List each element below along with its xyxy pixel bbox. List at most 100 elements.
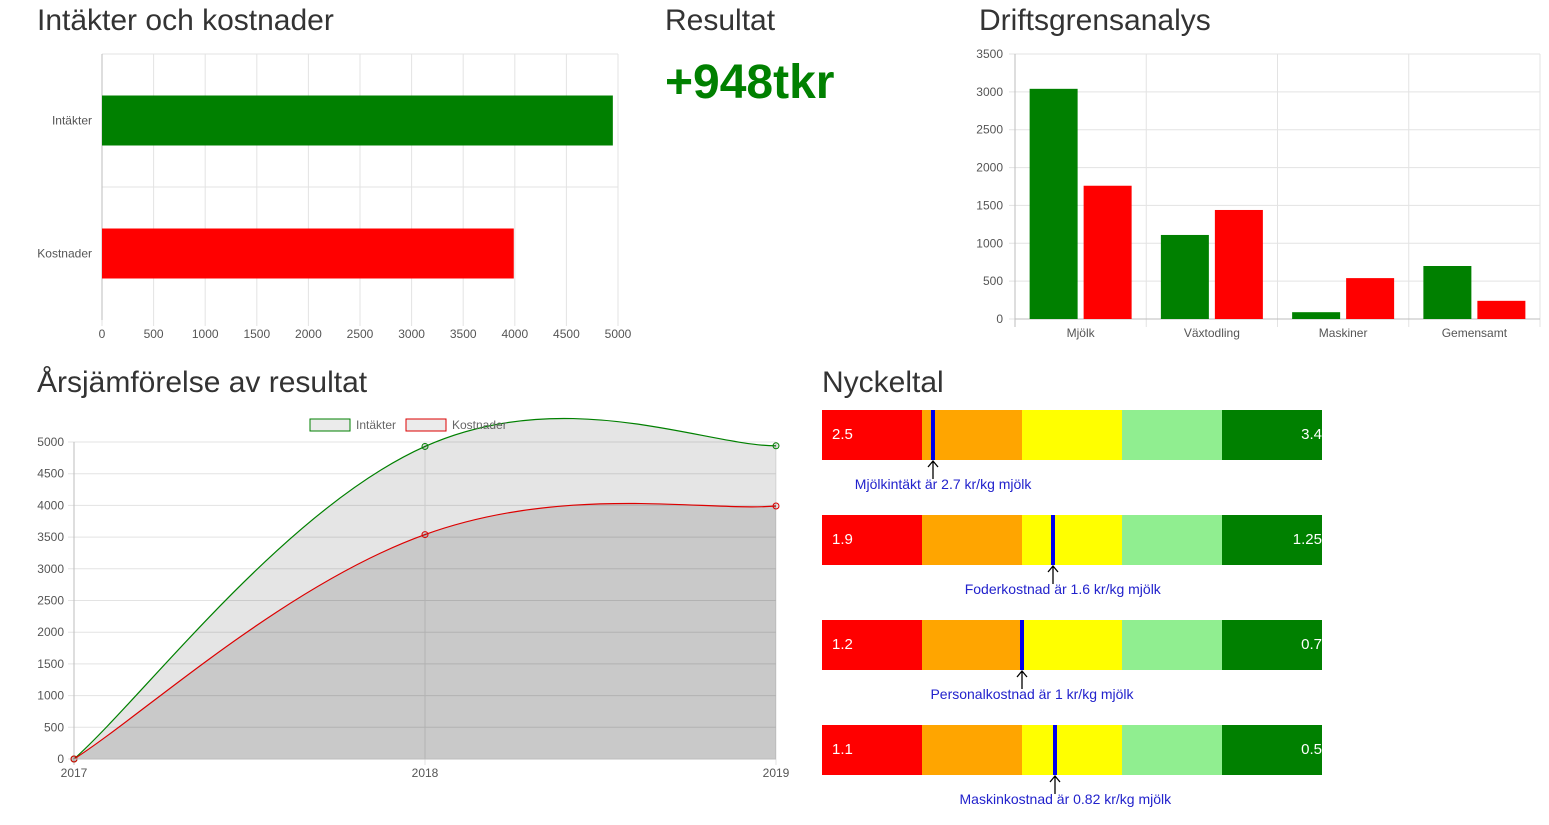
line-kostnader [73,502,777,760]
y-tick-label: 1500 [37,657,64,671]
gauge-label: Foderkostnad är 1.6 kr/kg mjölk [964,581,1161,597]
driftsgren-chart: 0 500 1000 1500 2000 2500 3000 3500 Mjölk Växtodl… [976,47,1541,340]
y-tick-label: Intäkter [52,114,92,128]
bar-gemensamt-kostnader [1477,300,1526,319]
x-tick-label: 3500 [450,327,477,341]
key-figures-heading: Nyckeltal [822,366,944,399]
x-tick-label: 3000 [398,327,425,341]
y-tick-label: 0 [57,752,64,766]
gauge-segment [1222,515,1322,565]
point-kostnader [772,502,780,510]
arrow-up-icon [1016,669,1028,689]
income-costs-heading: Intäkter och kostnader [37,4,334,37]
gauge-segment [922,620,1022,670]
x-tick-label: Gemensamt [1442,326,1508,340]
point-intäkter [772,442,780,450]
gauge-marker [1020,620,1024,670]
bar-växtodling-intäkter [1160,234,1209,319]
gauge-segment [822,620,922,670]
y-tick-label: 3500 [976,47,1003,61]
arrow-up-icon [927,459,939,479]
gauge-high-value: 0.7 [1301,636,1322,653]
gauge-low-value: 1.2 [832,636,853,653]
x-tick-label: 2019 [763,766,790,780]
x-tick-label: 2500 [347,327,374,341]
gauge-marker [1053,725,1058,775]
gauge-high-value: 1.25 [1292,531,1322,548]
gauge: 1.2 0.7 Personalkostnad är 1 kr/kg mjölk [822,620,1322,720]
result-value: +948tkr [665,56,835,109]
y-tick-label: 0 [996,312,1003,326]
gauge-label: Maskinkostnad är 0.82 kr/kg mjölk [959,791,1172,807]
bar-mjölk-intäkter [1029,88,1078,319]
gauge-segment [922,725,1022,775]
gauge: 2.5 3.4 Mjölkintäkt är 2.7 kr/kg mjölk [822,410,1322,510]
x-tick-label: 1500 [243,327,270,341]
gauge-high-value: 3.4 [1301,426,1322,443]
gauge-label: Personalkostnad är 1 kr/kg mjölk [930,686,1134,702]
gauge-segment [1122,620,1222,670]
gauge-segment [1022,515,1122,565]
x-tick-label: 2017 [61,766,88,780]
bar-kostnader [102,228,514,279]
gauge-segment [822,515,922,565]
y-tick-label: 4500 [37,467,64,481]
x-tick-label: 0 [99,327,106,341]
year-comparison-heading: Årsjämförelse av resultat [37,366,368,399]
bar-maskiner-kostnader [1346,278,1395,319]
gauge-segment [1022,620,1122,670]
gauge-segment [1122,515,1222,565]
legend-swatch-intäkter [309,418,351,432]
gauge: 1.9 1.25 Foderkostnad är 1.6 kr/kg mjölk [822,515,1322,615]
y-tick-label: 2000 [976,161,1003,175]
x-tick-label: Mjölk [1067,326,1096,340]
gauge-segment [1222,410,1322,460]
y-tick-label: 3000 [37,562,64,576]
gauge-segment [822,410,922,460]
gauge-label: Mjölkintäkt är 2.7 kr/kg mjölk [854,476,1032,492]
gauge-low-value: 1.1 [832,741,853,758]
y-tick-label: 5000 [37,435,64,449]
y-tick-label: 4000 [37,498,64,512]
area-kostnader [74,503,776,759]
gauge-segment [922,515,1022,565]
gauge-low-value: 1.9 [832,531,853,548]
gauge-segment [1122,410,1222,460]
point-kostnader [421,531,429,539]
bar-maskiner-intäkter [1292,312,1341,319]
arrow-up-icon [1049,774,1061,794]
gauge-low-value: 2.5 [832,426,853,443]
y-tick-label: 500 [44,720,64,734]
gauge-high-value: 0.5 [1301,741,1322,758]
legend-swatch-kostnader [405,418,447,432]
x-tick-label: 1000 [192,327,219,341]
y-tick-label: 3000 [976,85,1003,99]
x-tick-label: 4000 [501,327,528,341]
legend-label-intäkter: Intäkter [356,418,396,432]
gauge-segment [1022,725,1122,775]
legend-label-kostnader: Kostnader [452,418,507,432]
gauge-segment [1122,725,1222,775]
arrow-up-icon [1047,564,1059,584]
y-tick-label: 1000 [37,689,64,703]
x-tick-label: Växtodling [1184,326,1240,340]
year-comparison-chart: 0 500 1000 1500 2000 2500 3000 3500 4000 4500 5000… [37,417,790,780]
y-tick-label: 1000 [976,236,1003,250]
y-tick-label: 2500 [37,594,64,608]
x-tick-label: 2018 [412,766,439,780]
bar-mjölk-kostnader [1083,185,1132,319]
y-tick-label: 2000 [37,625,64,639]
point-intäkter [421,442,429,450]
y-tick-label: 1500 [976,198,1003,212]
line-intäkter [73,417,777,760]
bar-gemensamt-intäkter [1423,266,1472,319]
gauge-segment [922,410,1022,460]
income-costs-chart: 0 500 1000 1500 2000 2500 3000 3500 4000 4500 5000… [37,53,632,341]
result-heading: Resultat [665,4,776,37]
gauge-marker [931,410,936,460]
gauge: 1.1 0.5 Maskinkostnad är 0.82 kr/kg mjölk [822,725,1322,825]
bar-växtodling-kostnader [1214,209,1263,319]
gauge-segment [1222,725,1322,775]
x-tick-label: 5000 [605,327,632,341]
x-tick-label: Maskiner [1319,326,1368,340]
